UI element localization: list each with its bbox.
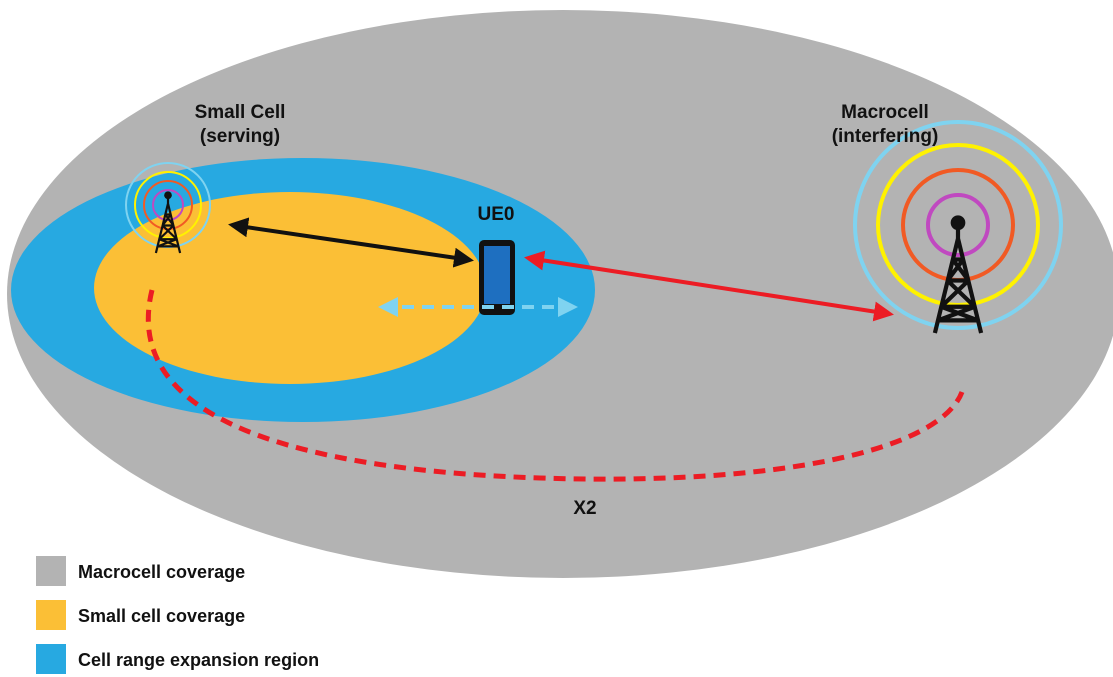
small-cell-sublabel: (serving) — [200, 126, 280, 147]
small-cell-label: Small Cell — [195, 102, 286, 123]
serving-link — [228, 217, 474, 268]
ue-device — [479, 240, 515, 315]
macrocell-label: Macrocell — [841, 102, 929, 123]
legend-label: Macrocell coverage — [78, 562, 245, 582]
legend-swatch — [36, 600, 66, 630]
x2-link — [145, 289, 965, 482]
x2-label: X2 — [573, 498, 596, 519]
interference-link — [524, 250, 894, 322]
legend-label: Small cell coverage — [78, 606, 245, 626]
legend-swatch — [36, 644, 66, 674]
legend-label: Cell range expansion region — [78, 650, 319, 670]
ue-label: UE0 — [478, 204, 515, 225]
macrocell-sublabel: (interfering) — [832, 126, 939, 147]
legend-swatch — [36, 556, 66, 586]
legend: Macrocell coverage Small cell coverage C… — [36, 556, 319, 674]
